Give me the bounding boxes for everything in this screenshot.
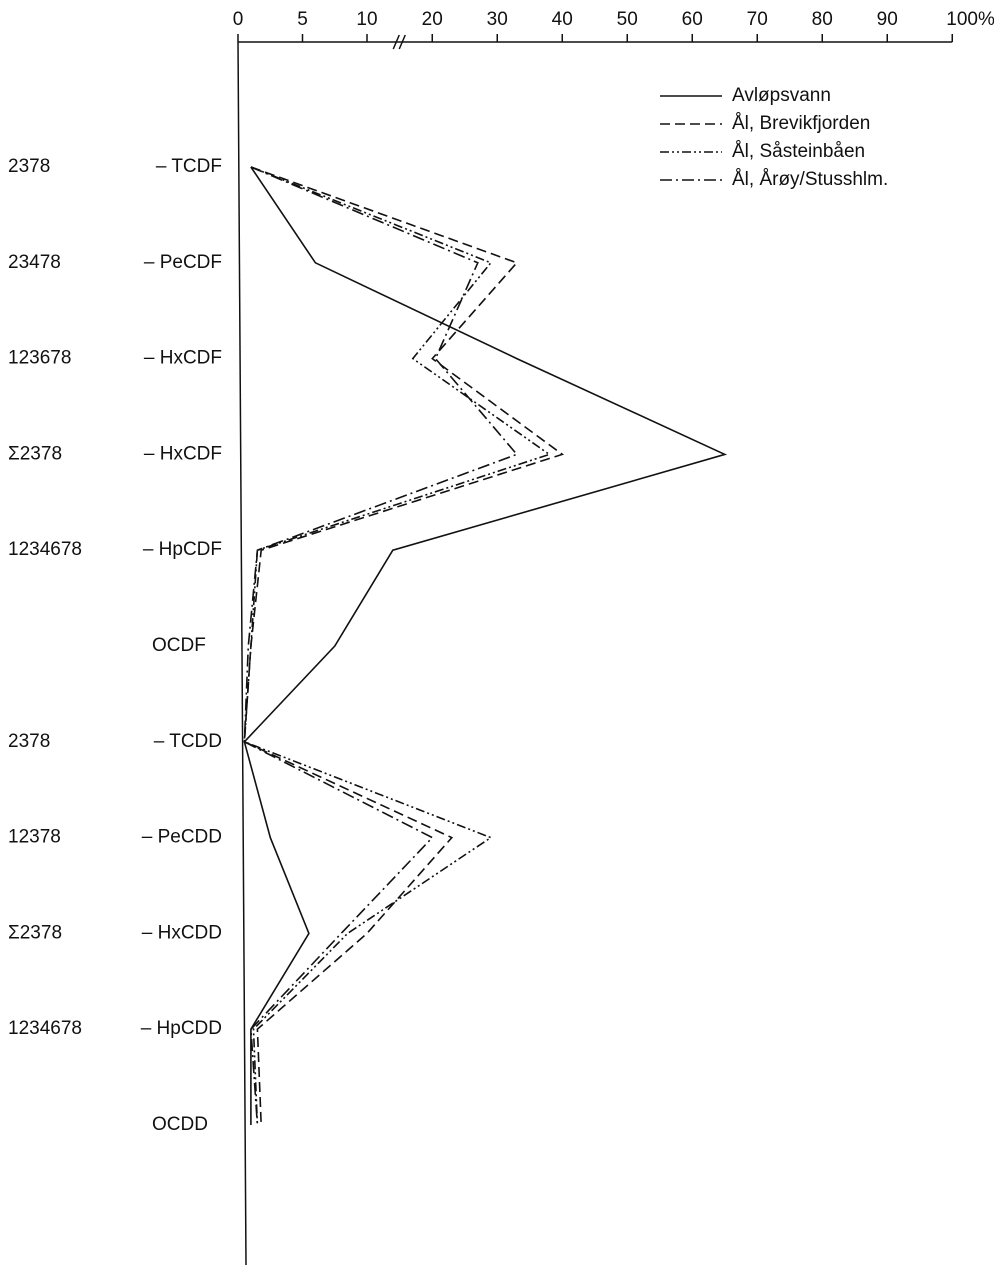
x-tick-label: 30: [487, 9, 508, 30]
row-label: – HxCDD: [142, 922, 222, 943]
legend-label: Ål, Årøy/Stusshlm.: [732, 169, 888, 190]
row-label: OCDF: [152, 635, 206, 656]
legend-label: Ål, Brevikfjorden: [732, 113, 870, 134]
legend-label: Avløpsvann: [732, 85, 831, 106]
x-tick-label: 60: [682, 9, 703, 30]
row-label: – HxCDF: [144, 443, 222, 464]
row-label: – PeCDD: [142, 827, 222, 848]
row-label: – PeCDF: [144, 252, 222, 273]
x-tick-label: 5: [297, 9, 308, 30]
series-line: [243, 166, 519, 1126]
x-tick-label: 80: [812, 9, 833, 30]
row-prefix: 123678: [8, 348, 71, 369]
row-label: – TCDF: [156, 156, 222, 177]
axis-break: [398, 34, 406, 50]
row-label: – TCDD: [154, 731, 222, 752]
row-prefix: Σ2378: [8, 443, 62, 464]
x-tick-label: 70: [747, 9, 768, 30]
row-prefix: 12378: [8, 827, 61, 848]
axis-break: [392, 34, 400, 50]
row-prefix: Σ2378: [8, 922, 62, 943]
row-label: OCDD: [152, 1114, 208, 1135]
row-prefix: 2378: [8, 156, 50, 177]
row-prefix: 1234678: [8, 539, 82, 560]
x-tick-label: 10: [356, 9, 377, 30]
x-tick-label: 90: [877, 9, 898, 30]
row-label: – HxCDF: [144, 348, 222, 369]
series-line: [243, 166, 728, 1125]
x-tick-label: 100%: [946, 9, 994, 30]
row-label: – HpCDD: [141, 1018, 222, 1039]
x-tick-label: 40: [552, 9, 573, 30]
x-tick-label: 20: [422, 9, 443, 30]
y-axis: [237, 41, 247, 1266]
legend-label: Ål, Såsteinbåen: [732, 141, 865, 162]
row-prefix: 1234678: [8, 1018, 82, 1039]
row-prefix: 23478: [8, 252, 61, 273]
x-tick-label: 0: [233, 9, 244, 30]
series-line: [243, 166, 552, 1126]
series-line: [243, 166, 565, 1126]
x-tick-label: 50: [617, 9, 638, 30]
row-label: – HpCDF: [143, 539, 222, 560]
row-prefix: 2378: [8, 731, 50, 752]
